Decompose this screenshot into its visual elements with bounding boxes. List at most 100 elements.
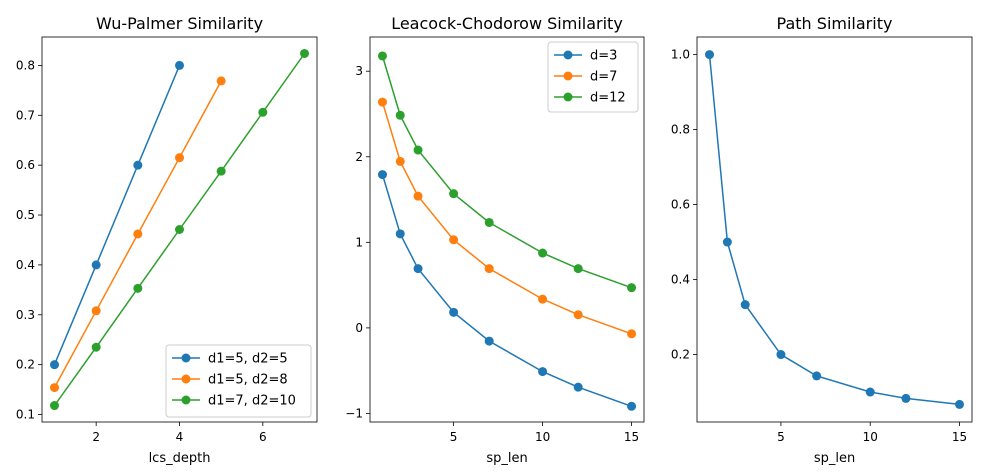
data-point bbox=[627, 401, 637, 411]
x-tick-label: 6 bbox=[259, 430, 267, 444]
legend-label: d1=7, d2=10 bbox=[208, 394, 296, 409]
legend-marker bbox=[563, 71, 573, 81]
y-tick-label: 0.3 bbox=[16, 308, 35, 322]
data-point bbox=[50, 360, 59, 370]
legend-label: d=3 bbox=[590, 49, 617, 64]
data-point bbox=[133, 283, 143, 293]
legend-marker bbox=[563, 50, 573, 60]
series-line bbox=[381, 174, 632, 408]
series-line bbox=[708, 54, 960, 406]
chart-1: Wu-Palmer Similarity lcs_depth 2 4 6 0.1 0.2 0.… bbox=[16, 14, 318, 466]
data-point bbox=[484, 264, 494, 274]
chart-3: Path Similarity sp_len 5 10 15 0.2 0.4 0.6 0.8 1.… bbox=[671, 14, 973, 466]
legend: d1=5, d2=5 d1=5, d2=8 d1=7, d2=10 bbox=[165, 344, 312, 418]
y-tick-label: 0.5 bbox=[16, 208, 35, 222]
series-2 bbox=[377, 97, 637, 339]
series-1 bbox=[377, 170, 637, 411]
data-point bbox=[740, 300, 750, 310]
data-point bbox=[573, 264, 583, 274]
data-point bbox=[776, 350, 786, 360]
data-point bbox=[812, 371, 822, 381]
data-point bbox=[413, 264, 423, 274]
x-tick-label: 4 bbox=[176, 430, 184, 444]
x-axis-label: lcs_depth bbox=[149, 451, 211, 466]
x-tick-label: 15 bbox=[624, 430, 639, 444]
x-tick-label: 5 bbox=[777, 430, 785, 444]
series-line bbox=[381, 101, 632, 335]
data-point bbox=[395, 229, 405, 239]
data-point bbox=[91, 260, 101, 270]
data-point bbox=[449, 189, 459, 199]
plot-frame bbox=[369, 36, 645, 423]
data-point bbox=[449, 235, 459, 245]
y-tick-label: 3 bbox=[355, 64, 363, 78]
y-tick-label: 0.6 bbox=[671, 198, 690, 212]
y-tick-label: 0.4 bbox=[671, 273, 690, 287]
y-tick-label: 0 bbox=[355, 321, 363, 335]
series-line bbox=[53, 65, 181, 365]
legend-marker bbox=[181, 353, 191, 363]
data-point bbox=[377, 51, 387, 61]
y-tick-label: 0.2 bbox=[671, 348, 690, 362]
series-1 bbox=[50, 60, 184, 370]
data-point bbox=[300, 48, 309, 58]
data-point bbox=[50, 401, 59, 411]
data-point bbox=[91, 306, 101, 316]
y-tick-label: 0.1 bbox=[16, 408, 35, 422]
data-point bbox=[133, 160, 143, 170]
data-point bbox=[449, 307, 459, 317]
legend-label: d=7 bbox=[590, 70, 617, 85]
data-point bbox=[91, 342, 101, 352]
legend-label: d1=5, d2=5 bbox=[208, 352, 288, 367]
data-point bbox=[538, 294, 548, 304]
series-2 bbox=[50, 76, 226, 393]
x-tick-label: 15 bbox=[952, 430, 967, 444]
data-point bbox=[377, 170, 387, 180]
series-line bbox=[381, 55, 632, 289]
x-axis-label: sp_len bbox=[814, 451, 855, 466]
plot-frame bbox=[41, 36, 318, 423]
y-tick-label: 0.8 bbox=[671, 123, 690, 137]
y-tick-label: 0.2 bbox=[16, 358, 35, 372]
series-3 bbox=[50, 48, 309, 411]
legend-marker bbox=[181, 395, 191, 405]
data-point bbox=[258, 107, 268, 117]
legend-box bbox=[165, 344, 312, 418]
data-point bbox=[955, 399, 964, 409]
data-point bbox=[395, 110, 405, 120]
data-point bbox=[573, 382, 583, 392]
data-point bbox=[627, 329, 637, 339]
y-tick-label: 0.7 bbox=[16, 108, 35, 122]
data-point bbox=[377, 97, 387, 107]
data-point bbox=[175, 225, 184, 234]
plot-frame bbox=[696, 36, 973, 423]
x-tick-label: 10 bbox=[535, 430, 550, 444]
legend-marker bbox=[563, 92, 573, 102]
x-tick-label: 2 bbox=[92, 430, 100, 444]
y-tick-label: 1.0 bbox=[671, 48, 690, 62]
y-tick-label: 0.8 bbox=[16, 58, 35, 72]
data-point bbox=[175, 60, 184, 70]
x-tick-label: 5 bbox=[450, 430, 458, 444]
legend-marker bbox=[181, 374, 191, 384]
data-point bbox=[865, 387, 875, 397]
data-point bbox=[175, 153, 184, 163]
series-1 bbox=[705, 50, 964, 409]
chart-title: Path Similarity bbox=[777, 14, 893, 33]
data-point bbox=[484, 336, 494, 346]
y-tick-label: 2 bbox=[355, 150, 363, 164]
data-point bbox=[538, 367, 548, 377]
data-point bbox=[413, 191, 423, 201]
y-tick-label: 1 bbox=[355, 235, 363, 249]
data-point bbox=[573, 310, 583, 320]
data-point bbox=[705, 50, 714, 60]
data-point bbox=[627, 283, 637, 293]
data-point bbox=[413, 145, 423, 155]
y-tick-label: 0.4 bbox=[16, 258, 35, 272]
data-point bbox=[901, 393, 911, 403]
series-3 bbox=[377, 51, 637, 293]
data-point bbox=[538, 248, 548, 258]
legend-label: d=12 bbox=[590, 91, 626, 106]
